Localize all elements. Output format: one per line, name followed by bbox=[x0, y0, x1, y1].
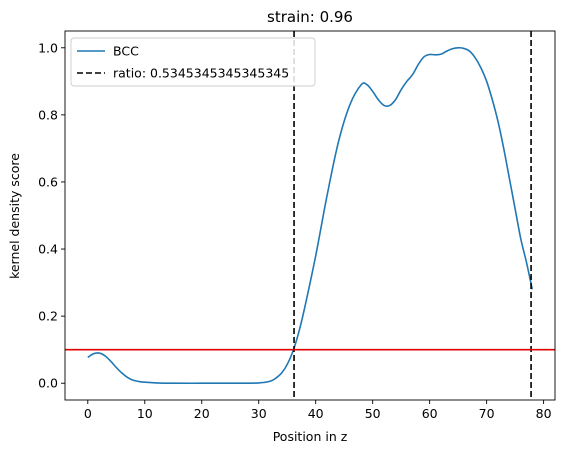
x-tick-label: 60 bbox=[422, 406, 438, 421]
x-tick-label: 0 bbox=[84, 406, 92, 421]
y-axis-title: kernel density score bbox=[7, 153, 22, 279]
plot-area bbox=[65, 31, 555, 400]
x-tick-label: 80 bbox=[536, 406, 552, 421]
x-tick-label: 70 bbox=[479, 406, 495, 421]
legend-label: BCC bbox=[113, 44, 139, 59]
series-line-bcc bbox=[87, 46, 533, 385]
x-tick-label: 20 bbox=[194, 406, 210, 421]
y-tick-label: 0.2 bbox=[38, 309, 58, 324]
y-tick-label: 0.4 bbox=[38, 242, 58, 257]
x-tick-label: 30 bbox=[251, 406, 267, 421]
legend-box bbox=[70, 37, 316, 87]
axes-frame bbox=[64, 30, 556, 401]
y-tick-label: 1.0 bbox=[38, 40, 58, 55]
x-tick-label: 50 bbox=[365, 406, 381, 421]
x-axis-title: Position in z bbox=[273, 429, 348, 444]
y-tick-label: 0.8 bbox=[38, 107, 58, 122]
chart-title: strain: 0.96 bbox=[267, 8, 353, 26]
x-tick-label: 10 bbox=[137, 406, 153, 421]
axes: 0 10 20 30 40 50 60 70 80 0.0 0.2 0.4 0.6 0.8 1.0 bbox=[38, 30, 556, 421]
legend: BCC ratio: 0.5345345345345345 bbox=[70, 37, 316, 87]
y-tick-label: 0.0 bbox=[38, 376, 58, 391]
legend-label: ratio: 0.5345345345345345 bbox=[113, 66, 289, 81]
y-tick-label: 0.6 bbox=[38, 174, 58, 189]
x-tick-label: 40 bbox=[308, 406, 324, 421]
